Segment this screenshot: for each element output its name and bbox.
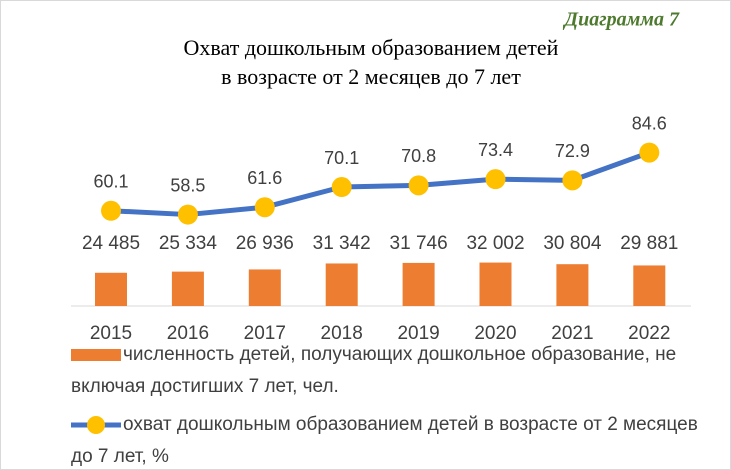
bar-value-label: 29 881 [620, 233, 678, 254]
bar-value-label: 26 936 [236, 233, 294, 254]
x-tick-label: 2016 [167, 323, 209, 344]
line-marker [331, 177, 352, 198]
x-tick-label: 2022 [628, 323, 670, 344]
legend-label: численность детей, получающих дошкольное… [71, 344, 677, 397]
line-marker [254, 197, 275, 218]
line-marker [485, 169, 506, 190]
bar [556, 264, 589, 306]
bar [95, 272, 127, 306]
legend-swatch-bar [71, 348, 121, 361]
annotation: Диаграмма 7 [562, 9, 680, 31]
line-value-label: 73.4 [478, 140, 513, 160]
bar [479, 262, 512, 306]
bar-value-label: 31 746 [390, 233, 448, 254]
legend: численность детей, получающих дошкольное… [71, 339, 716, 469]
chart-title: Охват дошкольным образованием детей [184, 35, 559, 60]
bar [325, 263, 358, 306]
legend-swatch-marker [87, 415, 105, 434]
line-value-label: 84.6 [632, 113, 667, 133]
bar-value-label: 30 804 [543, 233, 602, 254]
bar-value-label: 31 342 [313, 233, 371, 254]
x-tick-label: 2018 [321, 323, 363, 344]
legend-entry: охват дошкольным образованием детей в во… [71, 409, 716, 469]
bar-value-label: 25 334 [159, 233, 218, 254]
line-value-label: 61.6 [247, 168, 282, 188]
x-tick-label: 2021 [551, 323, 593, 344]
line-marker [408, 175, 429, 196]
line-value-label: 58.5 [170, 175, 205, 195]
x-tick-label: 2020 [474, 323, 516, 344]
legend-swatch [71, 415, 121, 434]
line-value-label: 72.9 [555, 141, 590, 161]
x-tick-label: 2015 [90, 323, 132, 344]
line-marker [639, 142, 660, 163]
bar [402, 262, 435, 306]
line-value-label: 70.1 [324, 148, 359, 168]
line-value-label: 70.8 [401, 146, 436, 166]
bar [633, 265, 666, 306]
bar [171, 271, 204, 306]
line-marker [177, 204, 198, 225]
bar [248, 269, 281, 306]
x-tick-label: 2019 [397, 323, 439, 344]
line-value-label: 60.1 [93, 172, 128, 192]
legend-swatch [71, 348, 121, 361]
x-tick-label: 2017 [244, 323, 286, 344]
legend-label: охват дошкольным образованием детей в во… [71, 414, 698, 467]
line-marker [101, 200, 121, 221]
bar-value-label: 32 002 [466, 233, 524, 254]
legend-entry: численность детей, получающих дошкольное… [71, 339, 716, 403]
line-marker [562, 170, 583, 191]
chart-title: в возрасте от 2 месяцев до 7 лет [221, 64, 521, 89]
line [110, 150, 651, 218]
bar-value-label: 24 485 [82, 233, 140, 254]
